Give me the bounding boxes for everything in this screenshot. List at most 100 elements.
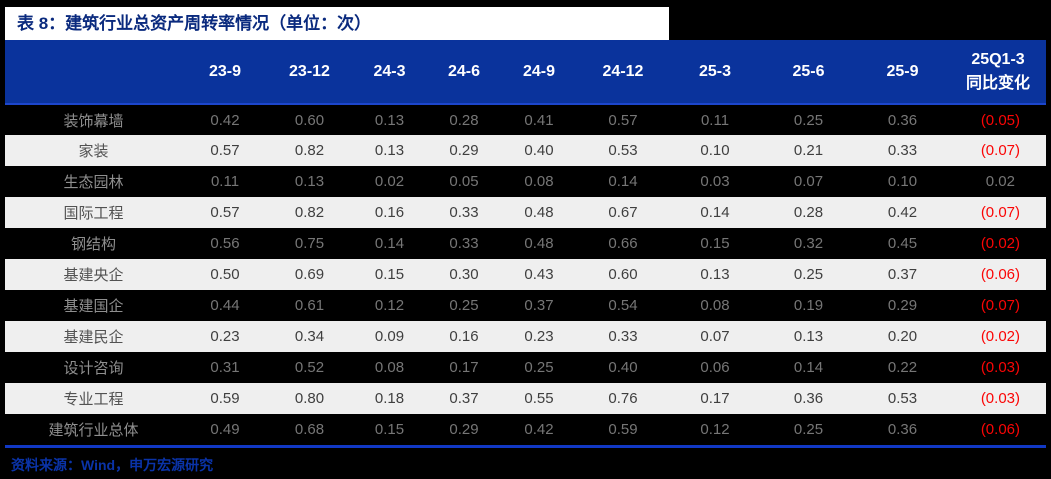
- value-cell: 0.12: [374, 297, 405, 314]
- row-label: 装饰幕墙: [63, 112, 124, 130]
- table-row: 装饰幕墙 0.42 0.60 0.13 0.28 0.41 0.57 0.11 0.25 0.36…: [5, 104, 1046, 135]
- value-cell: 0.33: [887, 142, 918, 159]
- value-cell: 0.67: [608, 204, 638, 221]
- value-cell: 0.57: [210, 142, 240, 159]
- yoy-cell: (0.07): [980, 204, 1020, 221]
- value-cell: 0.13: [374, 111, 405, 129]
- column-header: 24-9: [500, 40, 578, 105]
- value-cell: 0.11: [210, 173, 240, 190]
- value-cell: 0.25: [793, 266, 824, 283]
- value-cell: 0.13: [700, 266, 730, 283]
- value-cell: 0.33: [449, 204, 479, 221]
- yoy-cell: (0.02): [980, 328, 1020, 345]
- value-cell: 0.57: [210, 204, 240, 221]
- value-cell: 0.29: [449, 142, 479, 159]
- value-cell: 0.25: [449, 297, 479, 314]
- yoy-cell: (0.03): [980, 359, 1020, 376]
- value-cell: 0.42: [210, 111, 240, 129]
- value-cell: 0.11: [700, 111, 730, 129]
- value-cell: 0.37: [524, 297, 554, 314]
- value-cell: 0.32: [793, 235, 824, 252]
- value-cell: 0.16: [374, 204, 405, 221]
- value-cell: 0.29: [887, 297, 918, 314]
- value-cell: 0.14: [700, 204, 730, 221]
- header-row: 23-9 23-12 24-3 24-6 24-9 24-12 25-3 25-6 25-9 25…: [5, 40, 1046, 105]
- table-row: 设计咨询 0.31 0.52 0.08 0.17 0.25 0.40 0.06 0.14 0.22…: [5, 352, 1046, 383]
- value-cell: 0.53: [608, 142, 638, 159]
- row-label: 钢结构: [70, 236, 116, 253]
- column-header: 25-6: [762, 40, 855, 105]
- value-cell: 0.15: [374, 421, 405, 438]
- row-label: 基建央企: [63, 267, 124, 284]
- yoy-cell: (0.05): [980, 111, 1020, 129]
- value-cell: 0.25: [524, 359, 554, 376]
- row-label: 基建国企: [63, 298, 124, 315]
- column-header: 24-6: [428, 40, 500, 105]
- column-header: 23-12: [268, 40, 351, 105]
- row-label: 家装: [78, 143, 109, 160]
- table-row: 基建国企 0.44 0.61 0.12 0.25 0.37 0.54 0.08 0.19 0.29…: [5, 290, 1046, 321]
- value-cell: 0.19: [793, 297, 824, 314]
- value-cell: 0.23: [524, 328, 554, 345]
- value-cell: 0.76: [608, 390, 638, 407]
- value-cell: 0.45: [887, 235, 918, 252]
- value-cell: 0.48: [524, 204, 554, 221]
- yoy-column-header-line2: 同比变化: [965, 74, 1030, 92]
- value-cell: 0.30: [449, 266, 479, 283]
- value-cell: 0.33: [449, 235, 479, 252]
- value-cell: 0.06: [700, 359, 730, 376]
- value-cell: 0.55: [524, 390, 554, 407]
- yoy-cell: (0.07): [980, 142, 1020, 159]
- row-label: 基建民企: [63, 329, 124, 346]
- value-cell: 0.18: [374, 390, 405, 407]
- table-row: 基建民企 0.23 0.34 0.09 0.16 0.23 0.33 0.07 0.13 0.20…: [5, 321, 1046, 352]
- value-cell: 0.37: [887, 266, 918, 283]
- value-cell: 0.34: [294, 328, 325, 345]
- value-cell: 0.09: [374, 328, 405, 345]
- value-cell: 0.37: [449, 390, 479, 407]
- yoy-cell: (0.06): [980, 266, 1020, 283]
- yoy-cell: (0.07): [980, 297, 1020, 314]
- yoy-cell: (0.06): [980, 421, 1020, 438]
- value-cell: 0.80: [294, 390, 325, 407]
- value-cell: 0.28: [793, 204, 824, 221]
- value-cell: 0.40: [608, 359, 638, 376]
- value-cell: 0.75: [294, 235, 325, 252]
- value-cell: 0.52: [294, 359, 325, 376]
- value-cell: 0.20: [887, 328, 918, 345]
- value-cell: 0.14: [608, 173, 638, 190]
- row-label: 建筑行业总体: [48, 422, 139, 439]
- table-title-bar: 表 8：建筑行业总资产周转率情况（单位：次）: [5, 7, 669, 40]
- source-note-text: 资料来源：Wind，申万宏源研究: [11, 457, 214, 473]
- table-title: 表 8：建筑行业总资产周转率情况（单位：次）: [17, 14, 372, 33]
- yoy-column-header: 25Q1-3 同比变化: [950, 40, 1046, 105]
- value-cell: 0.12: [700, 421, 730, 438]
- value-cell: 0.60: [608, 266, 638, 283]
- value-cell: 0.44: [210, 297, 240, 314]
- value-cell: 0.36: [887, 421, 918, 438]
- value-cell: 0.57: [608, 111, 638, 129]
- value-cell: 0.08: [700, 297, 730, 314]
- value-cell: 0.13: [374, 142, 405, 159]
- value-cell: 0.49: [210, 421, 240, 438]
- table-row: 生态园林 0.11 0.13 0.02 0.05 0.08 0.14 0.03 0.07 0.10…: [5, 166, 1046, 197]
- value-cell: 0.17: [700, 390, 730, 407]
- table-row: 基建央企 0.50 0.69 0.15 0.30 0.43 0.60 0.13 0.25 0.37…: [5, 259, 1046, 290]
- value-cell: 0.53: [887, 390, 918, 407]
- value-cell: 0.10: [887, 173, 918, 190]
- value-cell: 0.40: [524, 142, 554, 159]
- value-cell: 0.14: [793, 359, 824, 376]
- value-cell: 0.42: [524, 421, 554, 438]
- value-cell: 0.16: [449, 328, 479, 345]
- value-cell: 0.14: [374, 235, 405, 252]
- column-header: 23-9: [182, 40, 268, 105]
- column-header: 25-3: [668, 40, 762, 105]
- yoy-cell: (0.03): [980, 390, 1020, 407]
- value-cell: 0.48: [524, 235, 554, 252]
- value-cell: 0.15: [374, 266, 405, 283]
- value-cell: 0.17: [449, 359, 479, 376]
- value-cell: 0.07: [700, 328, 730, 345]
- row-label: 专业工程: [63, 391, 124, 408]
- table-row: 建筑行业总体 0.49 0.68 0.15 0.29 0.42 0.59 0.12 0.25 0.…: [5, 414, 1046, 445]
- source-note: 资料来源：Wind，申万宏源研究: [5, 448, 1046, 475]
